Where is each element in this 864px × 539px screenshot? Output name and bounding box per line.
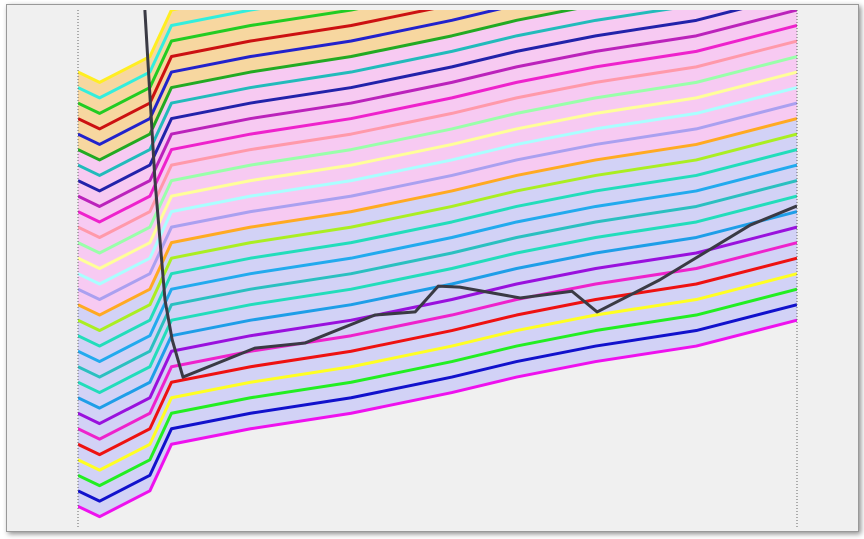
line: [78, 132, 797, 333]
line: [78, 303, 797, 503]
line: [143, 10, 797, 379]
line: [78, 210, 797, 410]
line: [78, 194, 797, 395]
line: [78, 117, 797, 317]
line: [78, 10, 673, 177]
line: [78, 272, 797, 472]
line: [78, 70, 797, 270]
line: [78, 318, 797, 519]
line: [78, 287, 797, 488]
line: [78, 101, 797, 302]
line: [78, 163, 797, 364]
line: [78, 39, 797, 239]
line: [78, 10, 502, 146]
line: [78, 10, 578, 162]
line: [78, 10, 359, 115]
line: [78, 86, 797, 286]
line: [78, 24, 797, 224]
plot-area: [78, 10, 797, 519]
line: [78, 148, 797, 348]
line: [78, 55, 797, 255]
line: [78, 241, 797, 441]
line: [78, 10, 743, 193]
line: [78, 10, 180, 84]
line: [78, 10, 797, 208]
line: [78, 179, 797, 379]
line: [78, 225, 797, 426]
line: [78, 10, 261, 100]
line: [78, 10, 435, 131]
